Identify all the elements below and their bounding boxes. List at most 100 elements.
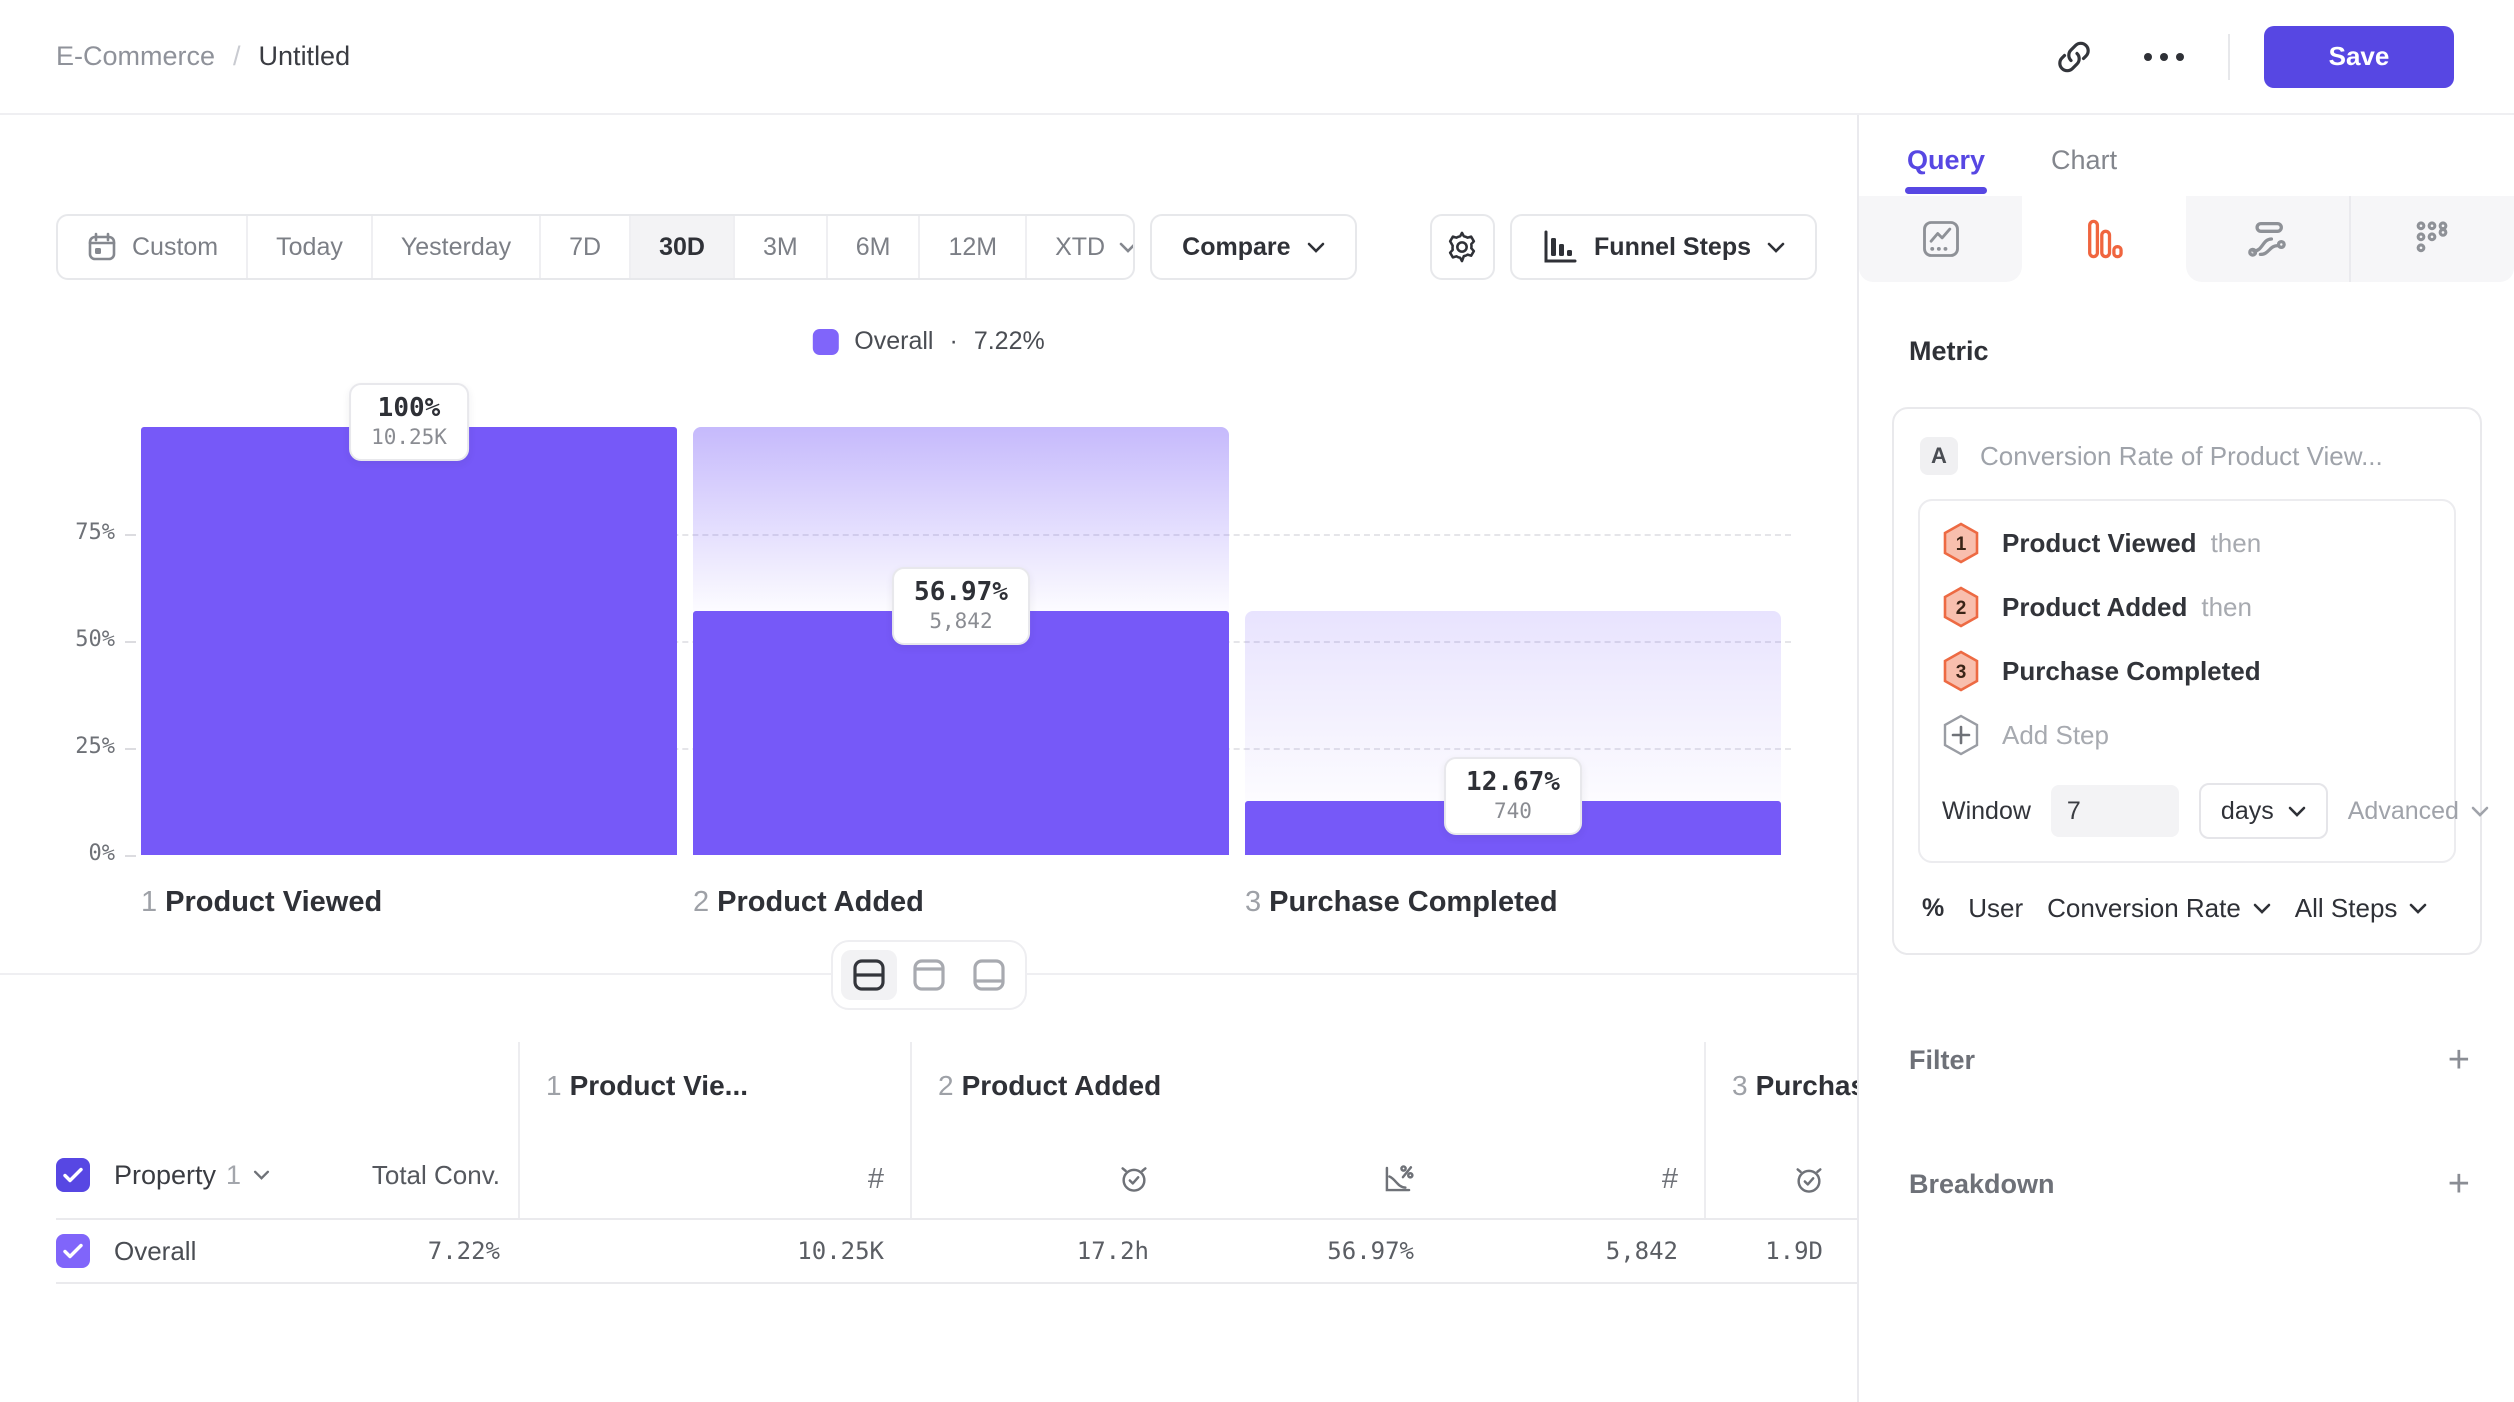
- breakdown-section: Breakdown +: [1909, 1165, 2470, 1203]
- time-to-convert-column-header[interactable]: [912, 1163, 1176, 1196]
- dot-grid-icon: [2410, 217, 2454, 261]
- date-tab-today[interactable]: Today: [246, 216, 371, 278]
- tab-flows[interactable]: [2185, 196, 2349, 282]
- tab-query[interactable]: Query: [1904, 145, 1988, 194]
- window-value-input[interactable]: [2050, 785, 2179, 837]
- tab-funnels[interactable]: [2022, 196, 2186, 282]
- tab-insights[interactable]: [1859, 196, 2023, 282]
- chevron-down-icon: [1119, 242, 1133, 253]
- table-view-icon: [972, 958, 1006, 992]
- group-num: 2: [938, 1070, 954, 1101]
- chart-toolbar: Custom Today Yesterday 7D 30D 3M 6M 12M …: [56, 214, 1817, 280]
- funnel-step-2[interactable]: 2 Product Added then: [1942, 575, 2432, 639]
- chart-settings-button[interactable]: [1430, 214, 1495, 280]
- date-tab-label: 7D: [569, 232, 602, 261]
- date-tab-xtd[interactable]: XTD: [1025, 216, 1133, 278]
- row-checkbox[interactable]: [56, 1234, 90, 1268]
- row-value: 1.9D: [1765, 1237, 1823, 1265]
- add-step-hexagon-icon: [1942, 714, 1980, 756]
- tab-chart[interactable]: Chart: [2051, 145, 2118, 175]
- date-tab-3m[interactable]: 3M: [732, 216, 826, 278]
- date-tab-yesterday[interactable]: Yesterday: [370, 216, 539, 278]
- layout-split-button[interactable]: [840, 950, 897, 1000]
- date-tab-label: Today: [276, 232, 343, 261]
- table-group-header[interactable]: 2 Product Added: [938, 1070, 1161, 1102]
- add-breakdown-button[interactable]: +: [2447, 1163, 2470, 1205]
- funnel-step-1[interactable]: 1 Product Viewed then: [1942, 511, 2432, 575]
- uniques-column-header[interactable]: #: [520, 1163, 910, 1196]
- date-tab-label: 6M: [855, 232, 891, 261]
- add-step-label: Add Step: [2002, 719, 2109, 750]
- compare-button[interactable]: Compare: [1150, 214, 1357, 280]
- funnel-step-3[interactable]: 3 Purchase Completed: [1942, 639, 2432, 703]
- funnel-bar[interactable]: [693, 611, 1229, 855]
- layout-chart-only-button[interactable]: [901, 950, 957, 1000]
- time-to-convert-column-header[interactable]: [1706, 1164, 1851, 1196]
- funnel-bars-icon: [2082, 217, 2126, 261]
- copy-link-button[interactable]: [2048, 31, 2100, 83]
- chart-type-selector[interactable]: Funnel Steps: [1510, 214, 1817, 280]
- tab-retention[interactable]: [2348, 196, 2514, 282]
- measure-scope-label: All Steps: [2294, 892, 2398, 923]
- layout-toggle: [830, 940, 1027, 1010]
- flows-icon: [2245, 217, 2289, 261]
- advanced-toggle[interactable]: Advanced: [2348, 797, 2489, 826]
- chart-legend[interactable]: Overall · 7.22%: [812, 327, 1045, 356]
- conv-rate-column-header[interactable]: [1176, 1163, 1440, 1196]
- axis-tick: [125, 748, 136, 750]
- property-index: 1: [226, 1159, 242, 1190]
- breadcrumb-parent[interactable]: E-Commerce: [56, 41, 216, 71]
- layout-table-only-button[interactable]: [961, 950, 1017, 1000]
- chevron-down-icon: [2409, 903, 2427, 914]
- funnel-bar[interactable]: [141, 427, 677, 855]
- metric-badge: A: [1920, 437, 1958, 475]
- date-tab-label: 30D: [659, 232, 705, 261]
- bar-value-tooltip: 56.97% 5,842: [892, 567, 1030, 646]
- date-tab-7d[interactable]: 7D: [539, 216, 629, 278]
- save-button[interactable]: Save: [2264, 25, 2454, 88]
- tooltip-percent: 12.67%: [1466, 766, 1560, 797]
- y-axis-label: 75%: [75, 520, 115, 545]
- date-tab-6m[interactable]: 6M: [825, 216, 919, 278]
- add-step-button[interactable]: Add Step: [1942, 703, 2432, 767]
- select-all-checkbox[interactable]: [56, 1158, 90, 1192]
- total-conv-header[interactable]: Total Conv.: [371, 1159, 500, 1190]
- svg-text:1: 1: [1956, 534, 1967, 555]
- date-tab-label: 12M: [948, 232, 998, 261]
- date-tab-30d[interactable]: 30D: [629, 216, 733, 278]
- window-unit-select[interactable]: days: [2198, 783, 2328, 839]
- group-name: Purchase Completed: [1755, 1070, 1857, 1101]
- add-filter-button[interactable]: +: [2447, 1039, 2470, 1081]
- date-tab-label: Yesterday: [400, 232, 512, 261]
- table-row[interactable]: Overall 7.22% 10.25K 17.2h 56.97% 5,842 …: [56, 1218, 1857, 1284]
- measure-scope-select[interactable]: All Steps: [2295, 893, 2428, 924]
- uniques-column-header[interactable]: #: [1440, 1163, 1704, 1196]
- y-axis-label: 0%: [88, 841, 116, 866]
- breakdown-heading: Breakdown: [1909, 1168, 2055, 1199]
- chevron-down-icon[interactable]: [253, 1170, 270, 1180]
- clock-check-icon: [1118, 1163, 1150, 1196]
- date-tab-custom[interactable]: Custom: [58, 216, 246, 278]
- step-number: 1: [141, 886, 158, 918]
- metric-section-heading: Metric: [1909, 336, 1989, 366]
- tooltip-count: 10.25K: [371, 425, 447, 449]
- date-tab-label: XTD: [1055, 232, 1106, 261]
- more-options-button[interactable]: [2134, 43, 2194, 71]
- measure-type-select[interactable]: Conversion Rate: [2047, 893, 2271, 924]
- measure-entity[interactable]: User: [1968, 892, 2024, 923]
- funnel-plot: 75% 50% 25% 0% 100% 10.25K 56.97% 5,842 12.67% 74…: [75, 383, 1791, 866]
- metric-title-row[interactable]: A Conversion Rate of Product View...: [1918, 433, 2456, 499]
- property-column-header[interactable]: Property: [114, 1159, 217, 1190]
- bar-value-tooltip: 12.67% 740: [1444, 756, 1582, 835]
- breadcrumb-current[interactable]: Untitled: [258, 41, 351, 71]
- gear-icon: [1444, 229, 1480, 265]
- step-labels: 1 Product Viewed 2 Product Added 3 Purchase C…: [141, 886, 1791, 932]
- conversion-window-row: Window days Advanced: [1942, 771, 2489, 851]
- y-axis-label: 50%: [75, 627, 115, 652]
- table-group-header[interactable]: 1 Product Vie...: [546, 1070, 748, 1102]
- group-name: Product Added: [961, 1070, 1162, 1101]
- hash-icon: #: [867, 1163, 884, 1195]
- chevron-down-icon: [2288, 806, 2306, 817]
- date-tab-12m[interactable]: 12M: [918, 216, 1025, 278]
